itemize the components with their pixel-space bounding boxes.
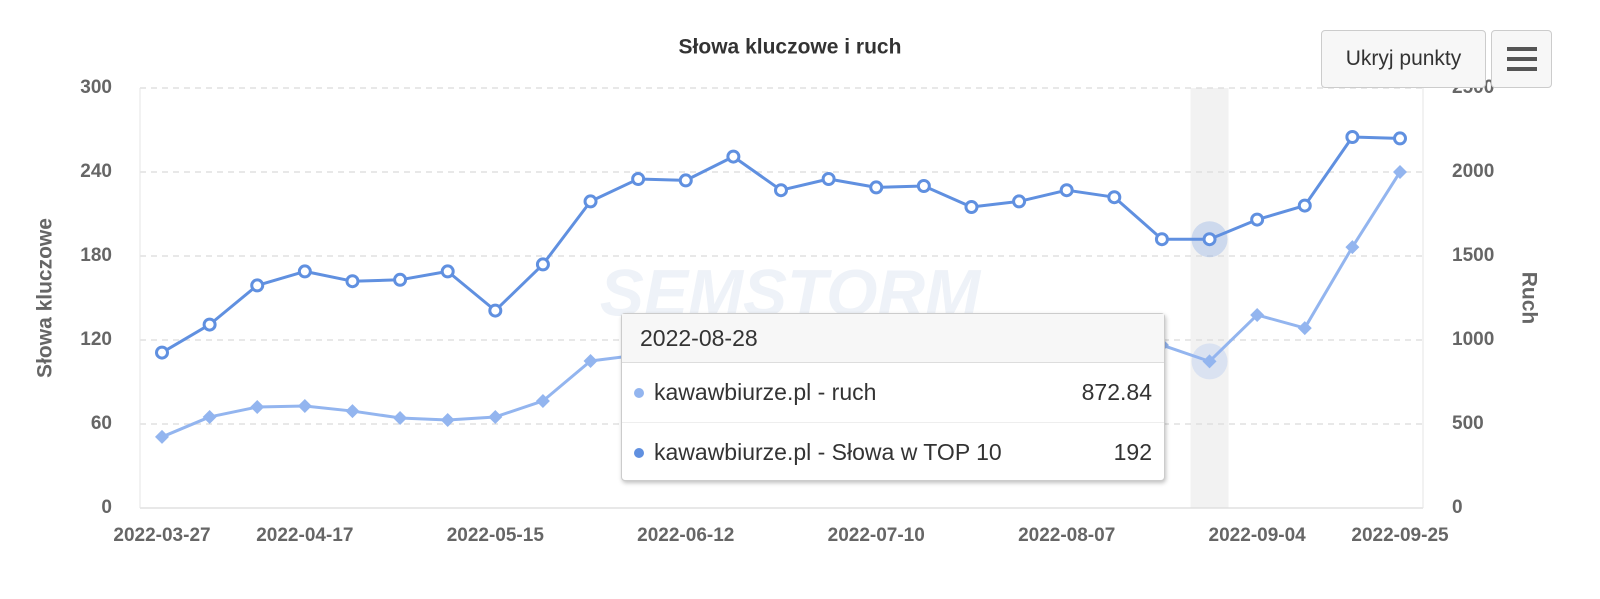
tooltip-row: kawawbiurze.pl - ruch 872.84 — [622, 363, 1164, 423]
x-tick-label: 2022-03-27 — [113, 525, 210, 546]
y-tick-label: 0 — [101, 497, 112, 518]
y-axis-title: Słowa kluczowe — [34, 218, 57, 378]
point-marker — [583, 354, 598, 368]
point-marker — [821, 172, 836, 186]
point-marker — [345, 404, 360, 419]
y-tick-label: 60 — [91, 413, 112, 434]
point-marker — [869, 180, 884, 195]
point-marker — [1012, 194, 1027, 209]
point-marker — [345, 274, 360, 289]
point-marker — [535, 393, 550, 408]
menu-button[interactable] — [1491, 30, 1552, 88]
tooltip-row: kawawbiurze.pl - Słowa w TOP 10 192 — [622, 423, 1164, 482]
point-marker — [202, 317, 217, 332]
point-marker — [488, 409, 503, 424]
point-marker — [1297, 198, 1312, 213]
x-tick-label: 2022-09-04 — [1209, 525, 1307, 546]
point-marker — [202, 409, 217, 424]
point-marker — [1059, 183, 1074, 198]
y-tick-label: 120 — [80, 329, 112, 350]
point-marker — [1154, 232, 1169, 247]
point-marker — [250, 400, 265, 415]
y-tick-label: 300 — [80, 77, 112, 98]
point-marker — [155, 345, 169, 360]
x-tick-label: 2022-09-25 — [1351, 525, 1449, 546]
point-marker — [1202, 232, 1217, 247]
tooltip: 2022-08-28 kawawbiurze.pl - ruch 872.84 k… — [621, 313, 1165, 481]
x-tick-label: 2022-05-15 — [447, 525, 545, 546]
point-marker — [1393, 165, 1407, 179]
y2-tick-label: 500 — [1452, 413, 1484, 434]
y2-tick-label: 1500 — [1452, 245, 1494, 266]
point-marker — [1250, 307, 1265, 322]
point-marker — [726, 149, 741, 164]
hide-points-button[interactable]: Ukryj punkty — [1321, 30, 1486, 88]
point-marker — [488, 303, 503, 318]
x-tick-label: 2022-04-17 — [256, 525, 353, 546]
menu-icon — [1506, 47, 1537, 71]
point-marker — [678, 173, 693, 188]
point-marker — [631, 172, 646, 186]
point-marker — [155, 429, 169, 444]
point-marker — [1345, 130, 1360, 144]
x-tick-label: 2022-06-12 — [637, 525, 734, 546]
tooltip-title: 2022-08-28 — [622, 314, 1164, 363]
point-marker — [393, 272, 408, 287]
tooltip-bullet — [634, 387, 644, 398]
tooltip-series-name: kawawbiurze.pl - Słowa w TOP 10 — [654, 439, 1002, 465]
point-marker — [440, 264, 455, 279]
point-marker — [250, 278, 265, 293]
y2-tick-label: 0 — [1452, 497, 1463, 518]
tooltip-series-name: kawawbiurze.pl - ruch — [654, 379, 877, 405]
chart-title: Słowa kluczowe i ruch — [679, 36, 902, 59]
y2-tick-label: 1000 — [1452, 329, 1494, 350]
point-marker — [393, 410, 408, 425]
point-marker — [964, 200, 979, 214]
point-marker — [774, 183, 788, 198]
point-marker — [1345, 240, 1360, 255]
point-marker — [297, 399, 312, 414]
y2-tick-label: 2000 — [1452, 161, 1494, 182]
point-marker — [1250, 212, 1265, 227]
point-marker — [535, 257, 550, 272]
tooltip-value: 872.84 — [1081, 379, 1152, 405]
x-tick-label: 2022-08-07 — [1018, 525, 1115, 546]
y-tick-label: 180 — [80, 245, 112, 266]
tooltip-value: 192 — [1113, 439, 1152, 465]
point-marker — [916, 179, 931, 193]
y-tick-label: 240 — [80, 161, 112, 182]
point-marker — [1393, 131, 1407, 146]
tooltip-bullet — [634, 447, 644, 458]
point-marker — [440, 412, 455, 427]
y2-axis-title: Ruch — [1517, 272, 1540, 325]
point-marker — [1202, 354, 1217, 369]
point-marker — [1107, 190, 1122, 205]
point-marker — [583, 194, 598, 209]
point-marker — [1297, 321, 1312, 336]
x-tick-label: 2022-07-10 — [828, 525, 925, 546]
hover-band — [1190, 88, 1229, 508]
point-marker — [297, 264, 312, 279]
